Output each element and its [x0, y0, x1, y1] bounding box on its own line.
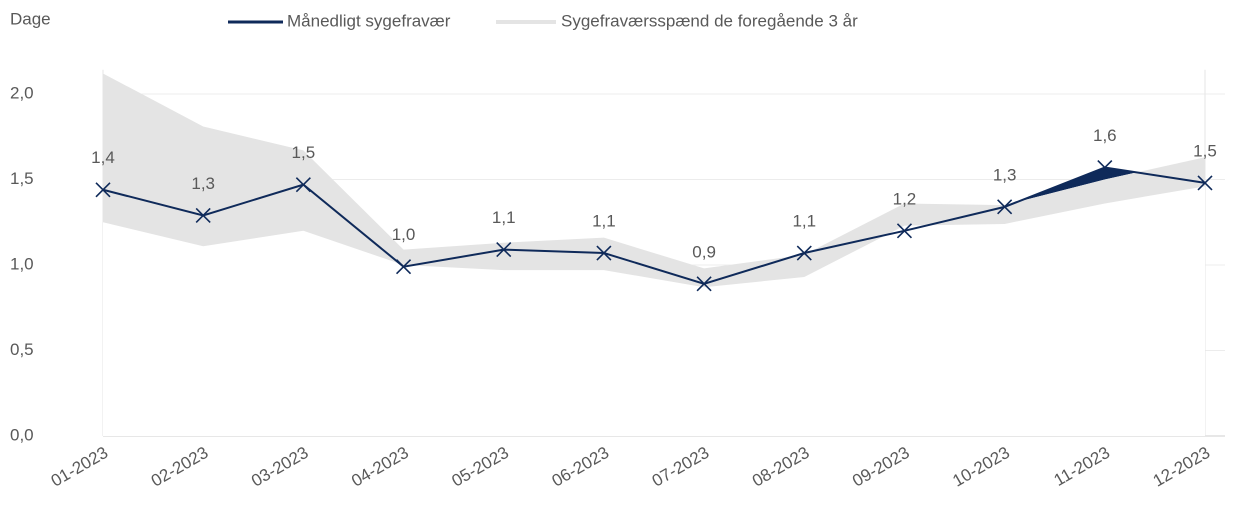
x-tick-label: 05-2023	[448, 443, 512, 491]
y-tick-label: 0,5	[10, 340, 34, 359]
marker	[95, 182, 111, 198]
line	[102, 166, 1206, 285]
data-label: 1,3	[191, 174, 215, 193]
x-tick-label: 01-2023	[48, 443, 112, 491]
y-tick-label: 1,0	[10, 254, 34, 273]
marker	[596, 245, 612, 261]
y-tick-label: 1,5	[10, 169, 34, 188]
legend-label: Månedligt sygefravær	[287, 11, 451, 30]
y-axis-label: Dage	[10, 9, 51, 28]
marker	[295, 177, 311, 193]
data-label: 1,6	[1093, 126, 1117, 145]
data-label: 1,1	[492, 208, 516, 227]
x-tick-label: 03-2023	[248, 443, 312, 491]
range-band	[103, 73, 1205, 288]
x-tick-label: 04-2023	[348, 443, 412, 491]
marker	[896, 223, 913, 239]
marker	[696, 276, 712, 292]
data-label: 1,2	[893, 189, 917, 208]
marker	[1097, 159, 1113, 176]
data-label: 1,5	[1193, 141, 1217, 160]
data-label: 1,5	[292, 143, 316, 162]
marker	[496, 242, 512, 258]
marker	[796, 245, 812, 261]
x-tick-label: 10-2023	[949, 443, 1013, 491]
data-label: 0,9	[692, 242, 716, 261]
data-label: 1,1	[792, 212, 816, 231]
x-tick-label: 12-2023	[1150, 443, 1214, 491]
data-label: 1,3	[993, 165, 1017, 184]
x-tick-label: 06-2023	[549, 443, 613, 491]
y-tick-label: 2,0	[10, 83, 34, 102]
data-label: 1,4	[91, 148, 115, 167]
data-label: 1,1	[592, 212, 616, 231]
legend-label: Sygefraværsspænd de foregående 3 år	[561, 11, 858, 30]
y-tick-label: 0,0	[10, 425, 34, 444]
marker	[395, 259, 412, 275]
data-label: 1,0	[392, 225, 416, 244]
x-tick-label: 11-2023	[1051, 443, 1113, 490]
marker	[195, 207, 211, 223]
x-tick-label: 09-2023	[849, 443, 913, 491]
x-tick-label: 08-2023	[749, 443, 813, 491]
marker	[1197, 175, 1213, 191]
x-tick-label: 07-2023	[649, 443, 713, 491]
x-tick-label: 02-2023	[148, 443, 212, 491]
marker	[997, 199, 1013, 215]
